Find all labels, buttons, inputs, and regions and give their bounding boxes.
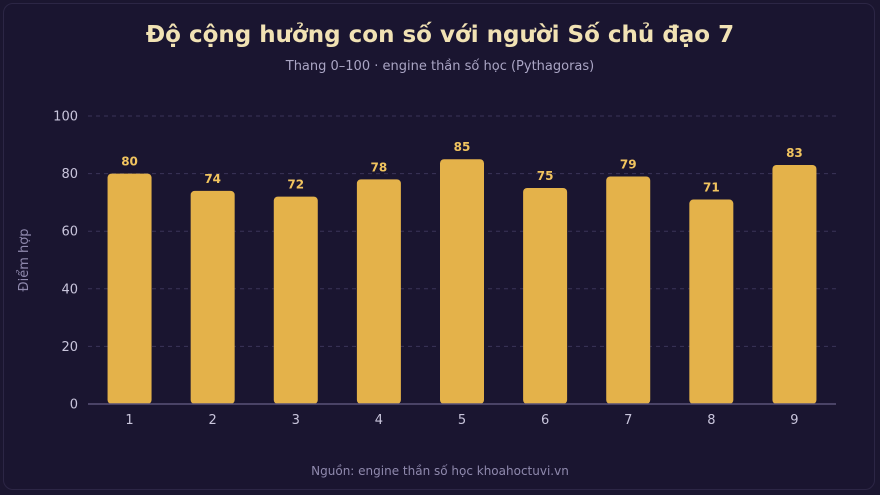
- bar-3: [273, 196, 318, 404]
- value-label-7: 79: [620, 157, 637, 171]
- chart-subtitle: Thang 0–100 · engine thần số học (Pythag…: [285, 59, 595, 74]
- bar-1: [107, 173, 152, 404]
- source-note: Nguồn: engine thần số học khoahoctuvi.vn: [311, 464, 569, 478]
- bar-5: [440, 159, 484, 404]
- y-tick-label: 80: [61, 167, 78, 182]
- y-axis-label: Điểm hợp: [17, 229, 32, 292]
- value-label-4: 78: [371, 160, 388, 174]
- x-tick-label-5: 5: [458, 413, 466, 428]
- y-axis-ticks: 0 20 40 60 80 100: [53, 110, 78, 413]
- x-tick-label-3: 3: [292, 413, 300, 428]
- value-label-6: 75: [537, 169, 554, 183]
- bar-2: [190, 190, 235, 404]
- value-label-5: 85: [454, 140, 471, 154]
- bar-6: [523, 188, 568, 404]
- x-tick-label-6: 6: [541, 413, 549, 428]
- bar-7: [606, 176, 651, 404]
- value-label-9: 83: [786, 146, 803, 160]
- x-axis-ticks: 1 2 3 4 5 6 7 8 9: [125, 413, 798, 428]
- x-tick-label-4: 4: [375, 413, 383, 428]
- x-tick-label-1: 1: [125, 413, 133, 428]
- y-tick-label: 40: [61, 282, 78, 297]
- y-tick-label: 100: [53, 110, 78, 125]
- bars: [107, 159, 817, 404]
- value-label-1: 80: [121, 155, 138, 169]
- value-label-3: 72: [287, 178, 304, 192]
- bar-9: [772, 164, 817, 404]
- x-tick-label-7: 7: [624, 413, 632, 428]
- value-label-8: 71: [703, 181, 720, 195]
- x-tick-label-9: 9: [790, 413, 798, 428]
- value-labels: 80 74 72 78 85 75 79 71 83: [121, 140, 803, 194]
- chart-title: Độ cộng hưởng con số với người Số chủ đạ…: [145, 22, 735, 48]
- x-tick-label-2: 2: [209, 413, 217, 428]
- y-tick-label: 60: [61, 225, 78, 240]
- y-tick-label: 20: [61, 340, 78, 355]
- value-label-2: 74: [204, 172, 221, 186]
- bar-8: [689, 199, 734, 404]
- x-tick-label-8: 8: [707, 413, 715, 428]
- bar-4: [356, 179, 401, 404]
- y-tick-label: 0: [70, 398, 78, 413]
